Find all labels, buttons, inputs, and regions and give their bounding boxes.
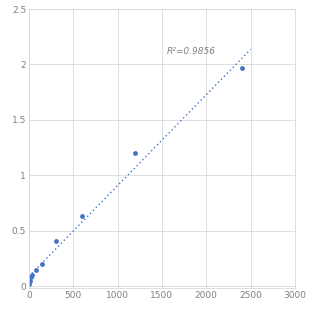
- Point: [33, 267, 38, 272]
- Text: R²=0.9856: R²=0.9856: [166, 46, 215, 56]
- Point: [40, 261, 45, 266]
- Point: [239, 65, 244, 70]
- Point: [53, 238, 58, 243]
- Point: [80, 214, 85, 219]
- Point: [28, 275, 33, 280]
- Point: [133, 151, 138, 156]
- Point: [27, 281, 32, 286]
- Point: [27, 278, 32, 283]
- Point: [30, 273, 35, 278]
